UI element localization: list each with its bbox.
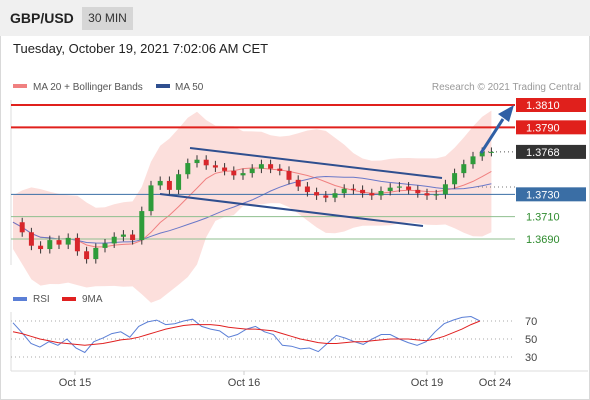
candle-body: [295, 179, 301, 187]
candle-body: [222, 167, 228, 171]
candle-body: [433, 194, 439, 196]
candle-body: [249, 168, 255, 174]
x-axis-label: Oct 16: [228, 377, 260, 389]
candle-body: [47, 240, 53, 250]
candle-body: [360, 189, 366, 194]
candle-body: [194, 159, 200, 164]
candle-body: [461, 164, 467, 174]
candle-body: [350, 188, 356, 190]
price-badge-label: 1.3810: [526, 100, 560, 112]
candle-body: [378, 190, 384, 196]
price-badge: [516, 187, 586, 202]
candle-body: [442, 184, 448, 195]
price-badge-label: 1.3790: [526, 122, 560, 134]
candle-body: [28, 232, 34, 246]
rsi-tick-label: 50: [525, 334, 537, 346]
bollinger-band: [13, 110, 492, 303]
candle-body: [93, 247, 99, 260]
legend-label-9ma: 9MA: [82, 294, 103, 305]
price-legend: MA 20 + Bollinger Bands MA 50 Research ©…: [13, 82, 581, 93]
candle-body: [470, 156, 476, 165]
legend-swatch-ma50: [156, 84, 170, 88]
channel-top-line: [189, 147, 443, 179]
candle-body: [424, 193, 430, 196]
legend-swatch-ma20: [13, 84, 27, 88]
candle-body: [304, 186, 310, 193]
legend-label-ma50: MA 50: [175, 82, 204, 93]
x-axis-label: Oct 15: [59, 377, 91, 389]
candle-body: [185, 163, 191, 175]
candle-body: [176, 174, 182, 190]
candle-body: [139, 211, 145, 241]
price-badge-label: 1.3768: [526, 147, 560, 159]
candle-body: [111, 236, 117, 244]
candle-body: [120, 234, 126, 237]
candle-body: [387, 187, 393, 191]
candle-body: [38, 245, 44, 250]
candle-body: [157, 180, 163, 186]
candle-body: [231, 170, 237, 176]
price-badge: [516, 144, 586, 159]
candle-body: [341, 188, 347, 194]
timestamp: Tuesday, October 19, 2021 7:02:06 AM CET: [13, 41, 269, 56]
candle-body: [268, 164, 274, 169]
candle-body: [19, 222, 25, 233]
x-axis-label: Oct 24: [479, 377, 511, 389]
symbol-label: GBP/USD: [10, 10, 74, 26]
candle-body: [332, 193, 338, 198]
legend-label-ma20: MA 20 + Bollinger Bands: [33, 82, 143, 93]
price-level-label: 1.3710: [526, 212, 560, 224]
candle-body: [415, 189, 421, 194]
channel-bottom-line: [159, 193, 424, 227]
candle-body: [148, 185, 154, 212]
credit-label: Research © 2021 Trading Central: [432, 82, 581, 93]
candle-body: [286, 170, 292, 180]
candle-body: [74, 237, 80, 252]
candle-body: [396, 186, 402, 188]
price-badge-label: 1.3730: [526, 189, 560, 201]
candle-body: [65, 237, 71, 245]
forecast-arrow-head: [498, 105, 514, 122]
candle-body: [102, 243, 108, 248]
chart-header: GBP/USD 30 MIN: [0, 0, 590, 36]
candle-body: [84, 251, 90, 260]
x-axis-label: Oct 19: [411, 377, 443, 389]
candle-body: [130, 234, 136, 241]
candle-body: [488, 151, 494, 153]
legend-swatch-9ma: [62, 297, 76, 301]
rsi-tick-label: 30: [525, 352, 537, 364]
ma50-line: [12, 175, 492, 244]
candle-body: [369, 193, 375, 196]
candle-body: [212, 165, 218, 168]
rsi-line: [12, 315, 481, 354]
timeframe-button[interactable]: 30 MIN: [82, 7, 133, 30]
candle-body: [277, 168, 283, 171]
candle-body: [240, 173, 246, 176]
candle-body: [452, 173, 458, 185]
rsi-tick-label: 70: [525, 316, 537, 328]
candle-body: [56, 240, 62, 245]
candle-body: [323, 195, 329, 198]
candle-body: [203, 159, 209, 166]
candle-body: [258, 164, 264, 169]
forecast-arrow-shaft: [479, 118, 505, 154]
rsi-legend: RSI 9MA: [13, 294, 103, 305]
legend-label-rsi: RSI: [33, 294, 50, 305]
price-level-label: 1.3690: [526, 234, 560, 246]
candle-body: [166, 180, 172, 190]
legend-swatch-rsi: [13, 297, 27, 301]
candle-body: [314, 192, 320, 196]
price-badge: [516, 120, 586, 135]
candle-body: [406, 186, 412, 190]
rsi-9ma-line: [12, 320, 481, 346]
price-badge: [516, 98, 586, 112]
candle-body: [479, 151, 485, 157]
